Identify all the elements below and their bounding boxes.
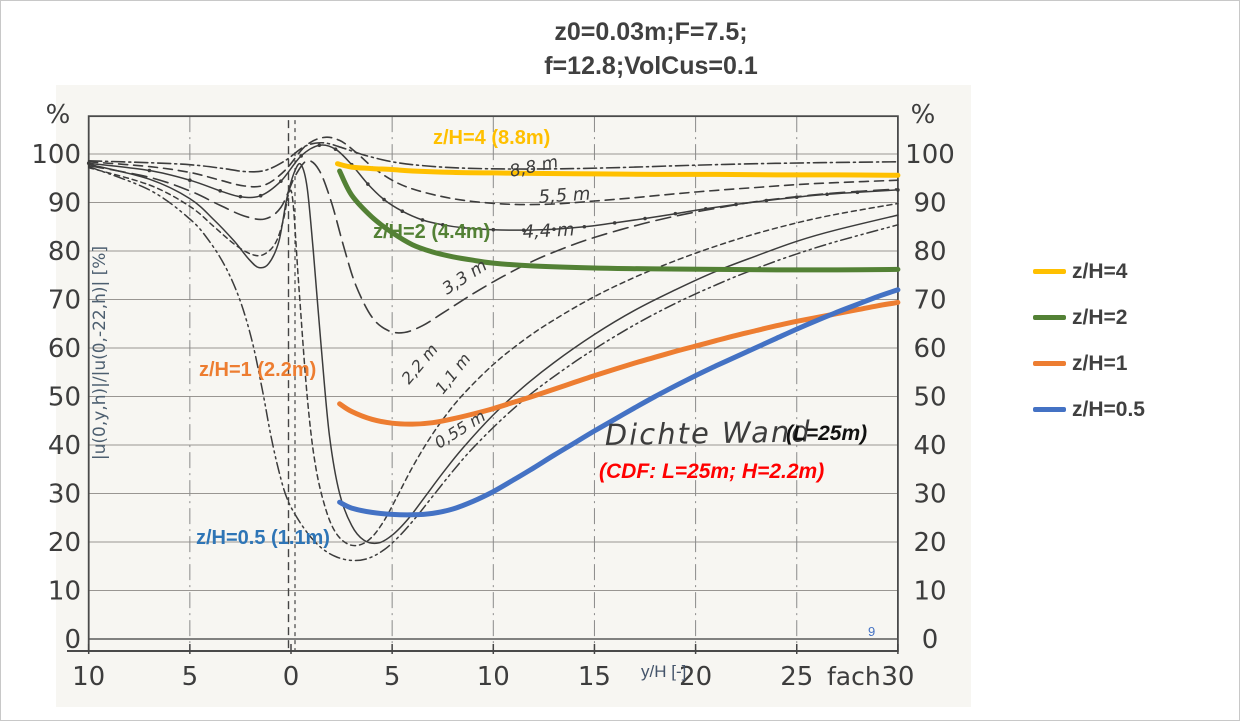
x-tick-label: 10 — [72, 662, 105, 692]
scan-label-4-4-m: 4,4 m — [522, 219, 575, 243]
scan-curve-marker — [521, 228, 526, 232]
x-tick-label: 30 — [881, 662, 914, 692]
scan-label-fach: fach — [827, 662, 881, 691]
scan-curve-marker — [218, 189, 222, 193]
x-tick-label: 15 — [578, 662, 611, 692]
cfd-label-zh1: z/H=1 (2.2m) — [199, 359, 317, 381]
slide-page-number: 9 — [868, 624, 876, 639]
scan-curve-marker — [317, 143, 322, 148]
cfd-label-zh2: z/H=2 (4.4m) — [373, 221, 491, 243]
x-tick-label: 5 — [182, 662, 199, 692]
scan-label-5-5-m: 5,5 m — [538, 183, 591, 208]
cfd-curve-z-h-1-cfd-2.2m- — [337, 299, 901, 427]
scan-curve-marker — [582, 224, 587, 229]
scan-curve-marker — [491, 227, 496, 232]
title-line-1: z0=0.03m;F=7.5; — [554, 18, 748, 46]
y-axis-unit-left: % — [46, 100, 71, 130]
scan-curve-marker — [188, 178, 192, 182]
scan-curve-marker — [238, 194, 243, 199]
y-tick-label-left: 90 — [48, 189, 81, 219]
legend: z/H=4 z/H=2 z/H=1 z/H=0.5 — [1033, 259, 1145, 422]
scan-curve-1-1-m-measured- — [87, 162, 899, 545]
legend-swatch — [1033, 269, 1066, 274]
scan-curve-marker — [279, 179, 283, 183]
scan-curve-marker — [440, 223, 445, 227]
scan-curve-marker — [825, 192, 829, 197]
legend-label: z/H=1 — [1072, 351, 1128, 375]
cfd-label-zh05: z/H=0.5 (1.1m) — [196, 527, 330, 549]
scan-curve-marker — [382, 197, 386, 202]
y-tick-label-right: 90 — [913, 189, 946, 219]
y-tick-label-right: 70 — [913, 286, 946, 316]
scan-curve-marker — [258, 193, 263, 198]
legend-swatch — [1033, 361, 1066, 366]
x-tick-label: 5 — [384, 662, 401, 692]
scan-curve-marker — [552, 227, 556, 231]
y-axis-label: |u(0,y,h)|/|u(0,-22,h)| [%] — [90, 246, 110, 460]
legend-label: z/H=4 — [1072, 259, 1128, 283]
scan-curve-8-8-m-measured- — [87, 141, 899, 173]
scan-curve-0-55-m-measured- — [87, 165, 899, 562]
scan-curve-marker — [147, 168, 152, 173]
scan-curve-5-5-m-measured- — [87, 136, 899, 206]
y-tick-label-left: 80 — [48, 237, 81, 267]
cdf-case-label: (CDF: L=25m; H=2.2m) — [599, 460, 825, 483]
scan-curve-marker — [366, 182, 370, 186]
x-tick-label: 20 — [679, 662, 712, 692]
scan-curve-2-2-m-measured- — [87, 166, 899, 547]
legend-item: z/H=0.5 — [1033, 397, 1145, 422]
wall-length-label: (L=25m) — [786, 422, 868, 445]
scan-label-dichte-wand: Dichte Wand — [605, 414, 812, 452]
y-tick-label-right: 30 — [913, 480, 946, 510]
y-tick-label-right: 0 — [922, 625, 939, 655]
scan-curve-marker — [420, 218, 425, 222]
scan-curve-3-3-m-measured- — [87, 159, 899, 334]
legend-swatch — [1033, 407, 1066, 412]
x-axis-unit-label: y/H [-] — [641, 662, 687, 681]
y-tick-label-left: 30 — [48, 480, 81, 510]
x-tick-label: 0 — [283, 662, 300, 692]
y-tick-label-right: 20 — [913, 528, 946, 558]
x-tick-label: 10 — [477, 662, 510, 692]
cfd-curve-z-h-4-cfd-8.8m- — [335, 161, 901, 178]
y-tick-label-left: 70 — [48, 286, 81, 316]
y-tick-label-right: 40 — [913, 431, 946, 461]
legend-item: z/H=4 — [1033, 259, 1145, 284]
chart-title: z0=0.03m;F=7.5; f=12.8;VolCus=0.1 — [381, 15, 921, 83]
y-tick-label-left: 100 — [31, 140, 81, 170]
y-tick-label-left: 40 — [48, 431, 81, 461]
y-tick-label-left: 20 — [48, 528, 81, 558]
y-tick-label-left: 50 — [48, 383, 81, 413]
scan-curve-marker — [612, 221, 617, 225]
cfd-label-zh4: z/H=4 (8.8m) — [433, 127, 551, 149]
scan-curve-marker — [643, 216, 647, 221]
scan-curve-marker — [400, 209, 405, 214]
scan-curve-marker — [461, 225, 465, 230]
title-line-2: f=12.8;VolCus=0.1 — [544, 52, 758, 80]
y-tick-label-left: 0 — [64, 625, 81, 655]
scan-curve-marker — [299, 154, 303, 158]
y-tick-label-right: 50 — [913, 383, 946, 413]
y-axis-unit-right: % — [911, 100, 936, 130]
cfd-curve-z-h-2-cfd-4.4m- — [337, 168, 901, 273]
y-tick-label-right: 10 — [913, 577, 946, 607]
y-tick-label-right: 100 — [905, 140, 955, 170]
x-tick-label: 25 — [780, 662, 813, 692]
legend-item: z/H=2 — [1033, 305, 1145, 330]
legend-item: z/H=1 — [1033, 351, 1145, 376]
y-tick-label-left: 60 — [48, 334, 81, 364]
y-tick-label-left: 10 — [48, 577, 81, 607]
y-tick-label-right: 80 — [913, 237, 946, 267]
y-tick-label-right: 60 — [913, 334, 946, 364]
scan-curve-marker — [333, 147, 338, 151]
scan-curve-marker — [673, 211, 678, 216]
legend-label: z/H=2 — [1072, 305, 1128, 329]
legend-label: z/H=0.5 — [1072, 397, 1145, 421]
cfd-curve-z-h-0.5-cfd-1.1m- — [337, 287, 901, 518]
legend-swatch — [1033, 315, 1066, 320]
